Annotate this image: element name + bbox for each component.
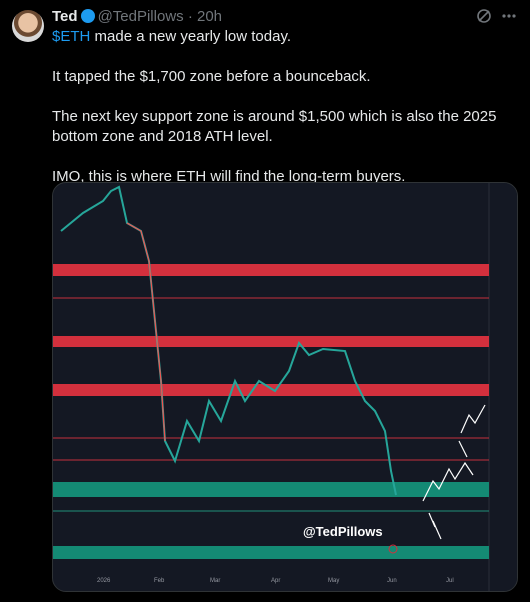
grok-icon[interactable] [477,9,491,23]
price-path-down [126,222,166,442]
scenario-arrow [422,461,474,502]
timestamp[interactable]: 20h [197,8,223,25]
month-label: Jun [387,578,397,584]
month-label: May [328,578,340,584]
month-label: Mar [210,578,221,584]
verified-badge [80,9,95,23]
text: made a new yearly low today. [90,28,292,45]
tweet-actions [477,9,516,23]
resistance-zone [53,264,489,276]
resistance-zone [53,336,489,347]
logo-mark [388,544,398,554]
support-zone [53,546,489,559]
paragraph: It tapped the $1,700 zone before a bounc… [52,68,371,85]
scenario-arrow [428,512,442,540]
tweet-text: $ETH made a new yearly low today. It tap… [52,27,517,207]
tweet-header: Ted @TedPillows · 20h [52,8,222,25]
paragraph: $ETH made a new yearly low today. [52,27,517,47]
price-axis [489,183,517,591]
grok-slash [478,10,490,22]
month-label: 2026 [97,578,111,584]
month-label: Jul [446,578,454,584]
handle[interactable]: @TedPillows [97,8,184,25]
chart-drawing [53,183,517,591]
author-name[interactable]: Ted [52,8,78,25]
month-label: Apr [271,578,281,584]
scenario-arrow [460,404,486,434]
paragraph: IMO, this is where ETH will find the lon… [52,168,406,185]
month-label: Feb [154,578,165,584]
chart-image[interactable]: 2026 Feb Mar Apr May Jun Jul @TedPillows [52,182,518,592]
paragraph: The next key support zone is around $1,5… [52,108,497,145]
resistance-zone [53,384,489,396]
watermark: @TedPillows [303,524,383,539]
cashtag[interactable]: $ETH [52,28,91,45]
avatar[interactable] [12,10,44,42]
support-zone [53,482,489,497]
more-icon[interactable] [502,14,516,18]
separator: · [187,8,193,25]
scenario-arrow [458,440,468,458]
